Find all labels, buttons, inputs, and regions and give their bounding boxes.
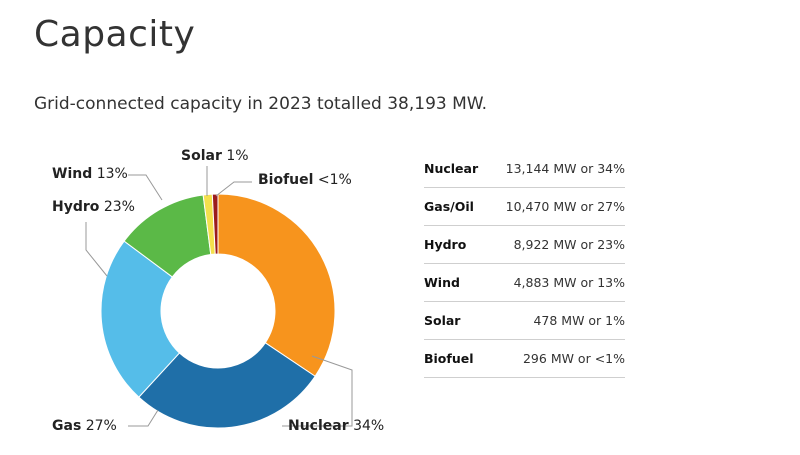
label-hydro-name: Hydro xyxy=(52,199,100,215)
label-wind-pct: 13% xyxy=(96,166,128,182)
table-row: Wind 4,883 MW or 13% xyxy=(424,263,625,302)
label-solar: Solar 1% xyxy=(181,148,249,164)
table-source: Hydro xyxy=(424,225,487,264)
label-nuclear-pct: 34% xyxy=(353,418,385,434)
slice-nuclear xyxy=(217,193,336,377)
slice-gas xyxy=(138,342,316,429)
slice-hydro xyxy=(100,240,181,398)
label-wind: Wind 13% xyxy=(52,166,128,182)
table-row: Biofuel 296 MW or <1% xyxy=(424,339,625,378)
table-value: 296 MW or <1% xyxy=(486,339,625,378)
label-nuclear: Nuclear 34% xyxy=(288,418,384,434)
capacity-table: Nuclear 13,144 MW or 34% Gas/Oil 10,470 … xyxy=(424,150,625,378)
leader-biofuel xyxy=(215,181,252,197)
label-gas-pct: 27% xyxy=(85,418,117,434)
leader-wind xyxy=(128,174,163,201)
table-source: Wind xyxy=(424,263,487,302)
table-value: 478 MW or 1% xyxy=(486,301,625,340)
table-source: Biofuel xyxy=(424,339,487,378)
table-row: Hydro 8,922 MW or 23% xyxy=(424,225,625,264)
table-value: 8,922 MW or 23% xyxy=(486,225,625,264)
label-solar-name: Solar xyxy=(181,148,222,164)
table-row: Solar 478 MW or 1% xyxy=(424,301,625,340)
label-wind-name: Wind xyxy=(52,166,93,182)
table-value: 13,144 MW or 34% xyxy=(486,150,625,188)
table-row: Nuclear 13,144 MW or 34% xyxy=(424,150,625,188)
table-source: Gas/Oil xyxy=(424,187,487,226)
label-biofuel: Biofuel <1% xyxy=(258,172,352,188)
label-biofuel-pct: <1% xyxy=(317,172,352,188)
capacity-donut-chart xyxy=(85,166,353,429)
label-gas: Gas 27% xyxy=(52,418,117,434)
slice-biofuel xyxy=(211,193,219,255)
page-title: Capacity xyxy=(34,14,196,55)
label-hydro-pct: 23% xyxy=(103,199,135,215)
label-solar-pct: 1% xyxy=(226,148,249,164)
label-gas-name: Gas xyxy=(52,418,82,434)
leader-hydro xyxy=(85,222,108,277)
label-hydro: Hydro 23% xyxy=(52,199,135,215)
label-biofuel-name: Biofuel xyxy=(258,172,314,188)
leader-gas xyxy=(128,409,159,427)
table-value: 10,470 MW or 27% xyxy=(486,187,625,226)
table-source: Solar xyxy=(424,301,487,340)
page-subtitle: Grid-connected capacity in 2023 totalled… xyxy=(34,94,488,114)
label-nuclear-name: Nuclear xyxy=(288,418,349,434)
table-value: 4,883 MW or 13% xyxy=(486,263,625,302)
table-source: Nuclear xyxy=(424,150,487,188)
table-row: Gas/Oil 10,470 MW or 27% xyxy=(424,187,625,226)
leader-nuclear xyxy=(282,355,353,427)
